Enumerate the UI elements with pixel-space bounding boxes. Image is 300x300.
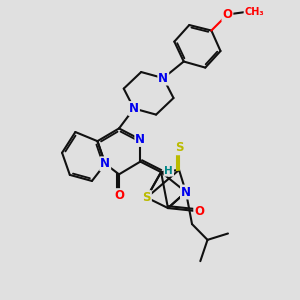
- Text: O: O: [222, 8, 233, 21]
- Text: N: N: [129, 102, 139, 115]
- Text: H: H: [164, 166, 173, 176]
- Text: S: S: [175, 141, 183, 154]
- Text: O: O: [114, 189, 124, 202]
- Text: N: N: [100, 157, 110, 170]
- Text: CH₃: CH₃: [244, 7, 264, 17]
- Text: S: S: [142, 191, 151, 204]
- Text: N: N: [181, 185, 191, 199]
- Text: N: N: [135, 133, 145, 146]
- Text: N: N: [158, 72, 168, 85]
- Text: O: O: [194, 205, 204, 218]
